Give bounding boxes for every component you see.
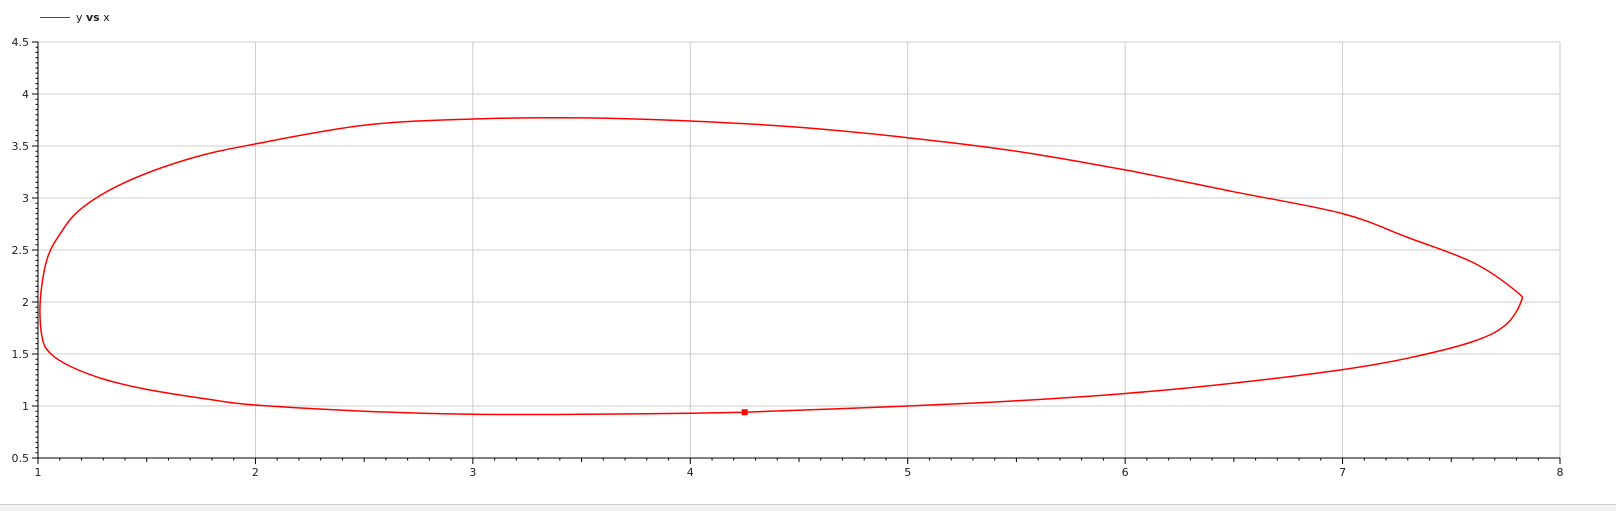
bottom-scrollbar[interactable]	[0, 504, 1616, 511]
y-tick-label: 1.5	[12, 348, 30, 361]
x-tick-label: 5	[904, 466, 911, 479]
y-tick-label: 2	[22, 296, 29, 309]
x-tick-label: 6	[1122, 466, 1129, 479]
legend-label: y vs x	[76, 10, 110, 24]
y-tick-label: 4	[22, 88, 29, 101]
y-tick-label: 3	[22, 192, 29, 205]
y-tick-label: 4.5	[12, 36, 30, 49]
x-tick-label: 2	[252, 466, 259, 479]
x-tick-label: 8	[1557, 466, 1564, 479]
x-tick-label: 7	[1339, 466, 1346, 479]
series-line-y-vs-x	[39, 117, 1524, 416]
current-point-marker	[741, 409, 748, 416]
y-tick-label: 2.5	[12, 244, 30, 257]
x-tick-label: 1	[35, 466, 42, 479]
x-tick-label: 3	[469, 466, 476, 479]
y-tick-label: 1	[22, 400, 29, 413]
y-tick-label: 3.5	[12, 140, 30, 153]
y-tick-label: 0.5	[12, 452, 30, 465]
legend-swatch	[40, 16, 70, 18]
x-tick-label: 4	[687, 466, 694, 479]
legend: y vs x	[40, 8, 110, 26]
